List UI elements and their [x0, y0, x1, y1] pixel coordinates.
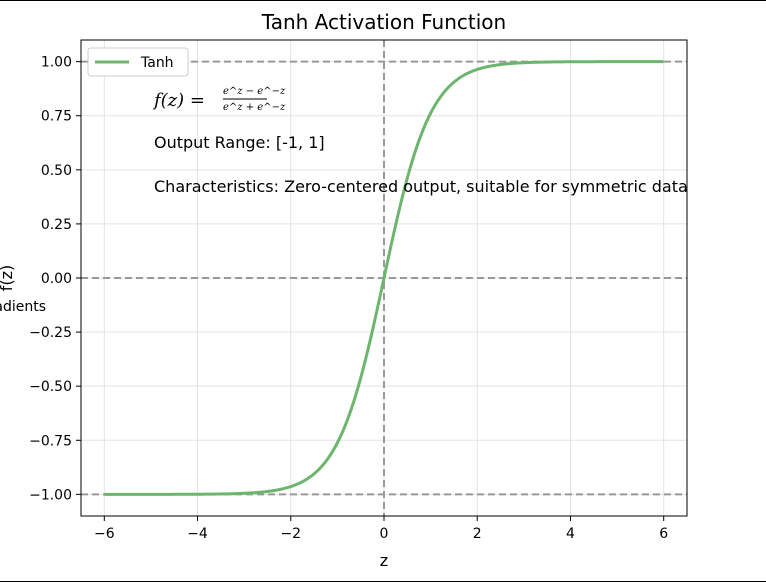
x-tick-label: 0 — [380, 526, 389, 542]
y-tick-label: −0.25 — [29, 325, 72, 341]
characteristics-annotation: Characteristics: Zero-centered output, s… — [154, 177, 688, 196]
series-line-tanh — [104, 60, 664, 496]
formula-numerator: e^z − e^−z — [223, 86, 286, 97]
x-tick-label: 6 — [659, 526, 668, 542]
y-axis-label-gradients: Gradients — [0, 299, 46, 315]
x-ticks: −6 −4 −2 0 2 4 6 — [94, 516, 668, 542]
y-axis-label-fz: f(z) — [0, 265, 16, 292]
legend: Tanh — [87, 47, 189, 77]
formula-lhs: f(z) = — [152, 90, 205, 111]
y-tick-label: 0.50 — [41, 163, 72, 179]
x-tick-label: −6 — [94, 526, 115, 542]
y-tick-label: 0.75 — [41, 109, 72, 125]
formula-annotation: f(z) = e^z − e^−z e^z + e^−z — [152, 86, 286, 113]
output-range-annotation: Output Range: [-1, 1] — [154, 133, 325, 152]
y-tick-label: 1.00 — [41, 55, 72, 71]
legend-box — [87, 47, 189, 77]
y-tick-label: 0.25 — [41, 217, 72, 233]
y-ticks: 1.00 0.75 0.50 0.25 0.00 −0.25 −0.50 −0.75 −1.00 — [29, 55, 81, 503]
x-tick-label: −2 — [280, 526, 301, 542]
y-tick-label: −1.00 — [29, 487, 72, 503]
x-tick-label: 2 — [473, 526, 482, 542]
x-tick-label: 4 — [566, 526, 575, 542]
y-tick-label: −0.75 — [29, 433, 72, 449]
chart-title: Tanh Activation Function — [261, 10, 506, 34]
y-tick-label: −0.50 — [29, 379, 72, 395]
x-axis-label: z — [380, 551, 388, 570]
legend-label-tanh: Tanh — [140, 55, 174, 71]
formula-denominator: e^z + e^−z — [223, 102, 286, 113]
y-tick-label: 0.00 — [41, 271, 72, 287]
x-tick-label: −4 — [187, 526, 208, 542]
series-group — [104, 60, 664, 496]
